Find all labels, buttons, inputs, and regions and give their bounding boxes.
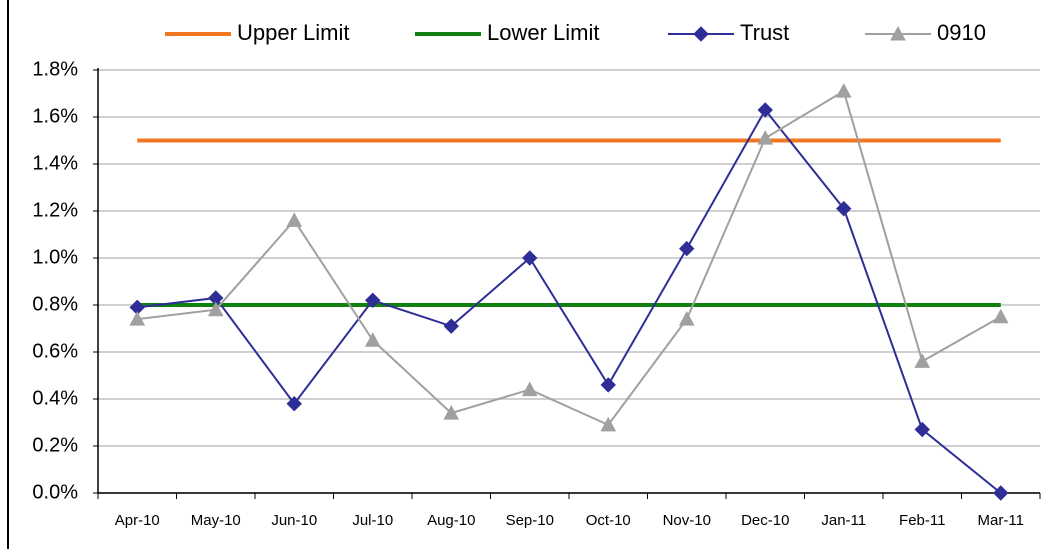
x-tick-label: Apr-10 [115, 512, 160, 529]
y-tick-label: 0.0% [32, 481, 78, 503]
series-line [137, 108, 1002, 494]
y-tick-label: 0.6% [32, 340, 78, 362]
x-tick-label: Jul-10 [352, 512, 393, 529]
data-point [914, 421, 930, 438]
data-point [600, 377, 616, 393]
y-tick-label: 0.8% [32, 293, 78, 315]
legend-label: Trust [740, 20, 789, 45]
data-point [364, 332, 381, 347]
data-point [678, 311, 695, 326]
data-point [522, 250, 538, 266]
data-point [129, 311, 146, 326]
legend-label: Upper Limit [237, 20, 349, 45]
data-point [365, 292, 381, 309]
y-tick-label: 0.2% [32, 434, 78, 456]
data-point [286, 395, 302, 412]
legend-marker [890, 25, 906, 41]
y-tick-label: 1.0% [32, 246, 78, 268]
x-tick-label: Sep-10 [506, 512, 554, 529]
data-point [757, 130, 774, 145]
data-point [679, 240, 695, 257]
data-point [993, 485, 1009, 501]
x-tick-label: Oct-10 [586, 512, 631, 529]
legend-label: 0910 [937, 20, 986, 45]
x-tick-label: Jan-11 [821, 512, 866, 529]
y-tick-label: 1.6% [32, 105, 78, 127]
y-tick-label: 0.4% [32, 387, 78, 409]
y-tick-label: 1.2% [32, 199, 78, 221]
data-point [521, 381, 538, 397]
x-tick-label: Aug-10 [427, 512, 475, 529]
data-point [600, 416, 617, 432]
x-tick-label: Jun-10 [271, 512, 317, 529]
data-point [443, 405, 460, 420]
y-tick-label: 1.4% [32, 152, 78, 174]
data-point [443, 318, 459, 334]
data-point [835, 83, 852, 98]
data-point [286, 212, 303, 227]
y-tick-label: 1.8% [32, 58, 78, 80]
x-tick-label: Nov-10 [663, 512, 711, 529]
x-tick-label: Mar-11 [978, 512, 1024, 529]
data-point [992, 308, 1009, 324]
x-tick-label: Feb-11 [899, 512, 945, 529]
x-tick-label: Dec-10 [741, 512, 789, 529]
x-tick-label: May-10 [191, 512, 241, 529]
series-line [137, 89, 1002, 427]
legend-label: Lower Limit [487, 20, 599, 45]
data-point [914, 353, 931, 368]
data-point [836, 200, 852, 217]
data-point [207, 301, 224, 317]
data-point [757, 102, 773, 118]
legend-marker [693, 26, 709, 42]
